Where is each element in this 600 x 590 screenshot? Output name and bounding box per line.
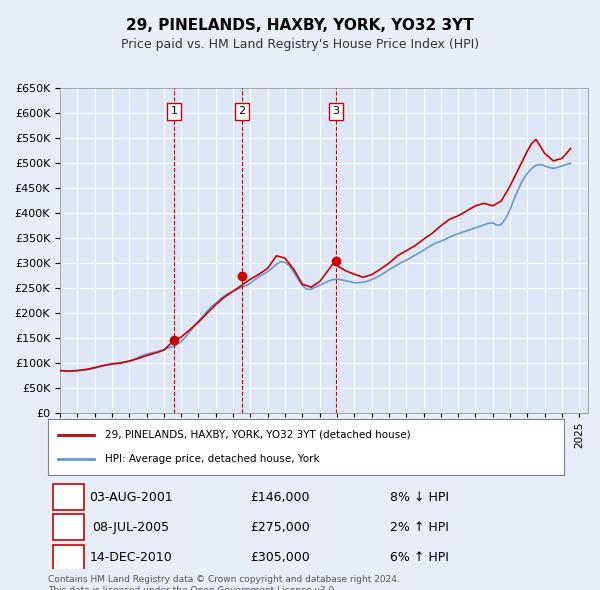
- FancyBboxPatch shape: [53, 545, 84, 571]
- Text: 03-AUG-2001: 03-AUG-2001: [89, 491, 172, 504]
- Text: 8% ↓ HPI: 8% ↓ HPI: [390, 491, 449, 504]
- Text: 6% ↑ HPI: 6% ↑ HPI: [390, 551, 449, 564]
- Text: Price paid vs. HM Land Registry's House Price Index (HPI): Price paid vs. HM Land Registry's House …: [121, 38, 479, 51]
- FancyBboxPatch shape: [53, 514, 84, 540]
- Text: Contains HM Land Registry data © Crown copyright and database right 2024.
This d: Contains HM Land Registry data © Crown c…: [48, 575, 400, 590]
- Text: 08-JUL-2005: 08-JUL-2005: [92, 521, 169, 534]
- Text: 3: 3: [332, 106, 340, 116]
- Text: £305,000: £305,000: [250, 551, 310, 564]
- Text: 29, PINELANDS, HAXBY, YORK, YO32 3YT: 29, PINELANDS, HAXBY, YORK, YO32 3YT: [126, 18, 474, 32]
- Text: 1: 1: [64, 491, 73, 504]
- Text: 29, PINELANDS, HAXBY, YORK, YO32 3YT (detached house): 29, PINELANDS, HAXBY, YORK, YO32 3YT (de…: [105, 430, 410, 440]
- Text: 2: 2: [64, 521, 73, 534]
- Text: 1: 1: [170, 106, 178, 116]
- Text: 14-DEC-2010: 14-DEC-2010: [89, 551, 172, 564]
- Text: HPI: Average price, detached house, York: HPI: Average price, detached house, York: [105, 454, 319, 464]
- Text: 3: 3: [64, 551, 73, 564]
- FancyBboxPatch shape: [53, 484, 84, 510]
- Text: 2: 2: [238, 106, 245, 116]
- Text: 2% ↑ HPI: 2% ↑ HPI: [390, 521, 449, 534]
- Text: £146,000: £146,000: [250, 491, 310, 504]
- Text: £275,000: £275,000: [250, 521, 310, 534]
